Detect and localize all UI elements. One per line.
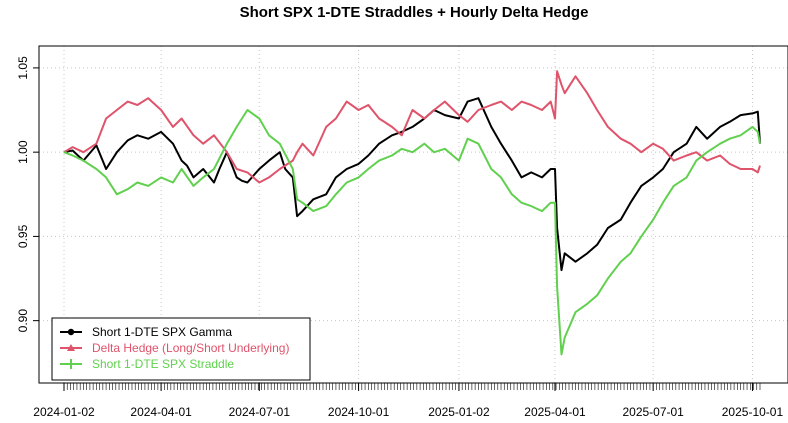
y-tick-label: 1.00 — [16, 140, 30, 164]
x-tick-label: 2024-07-01 — [229, 405, 291, 419]
legend-marker-triangle — [67, 344, 75, 351]
y-tick-label: 1.05 — [16, 56, 30, 80]
series-line-1 — [63, 97, 761, 272]
legend-label: Short 1-DTE SPX Gamma — [92, 325, 232, 339]
y-tick-label: 0.90 — [16, 309, 30, 333]
legend-label: Short 1-DTE SPX Straddle — [92, 357, 234, 371]
legend-marker-circle — [67, 328, 75, 336]
y-tick-label: 0.95 — [16, 224, 30, 248]
x-tick-label: 2024-04-01 — [130, 405, 192, 419]
x-tick-label: 2025-04-01 — [524, 405, 586, 419]
x-tick-label: 2024-10-01 — [328, 405, 390, 419]
series-line-3 — [63, 109, 761, 356]
series-lines — [63, 70, 761, 356]
legend-box — [51, 317, 311, 381]
axes: 0.90 0.95 1.00 1.05 2024-01-02 2024-04-01 2024… — [16, 56, 783, 419]
legend-label: Delta Hedge (Long/Short Underlying) — [92, 341, 289, 355]
x-minor-ticks — [63, 383, 761, 390]
legend: Short 1-DTE SPX Gamma Delta Hedge (Long/S… — [51, 317, 311, 381]
series-line-2 — [63, 70, 761, 184]
chart-title: Short SPX 1-DTE Straddles + Hourly Delta… — [240, 4, 589, 21]
x-tick-label: 2025-10-01 — [722, 405, 784, 419]
x-tick-label: 2024-01-02 — [33, 405, 95, 419]
x-tick-label: 2025-07-01 — [622, 405, 684, 419]
x-tick-label: 2025-01-02 — [428, 405, 490, 419]
